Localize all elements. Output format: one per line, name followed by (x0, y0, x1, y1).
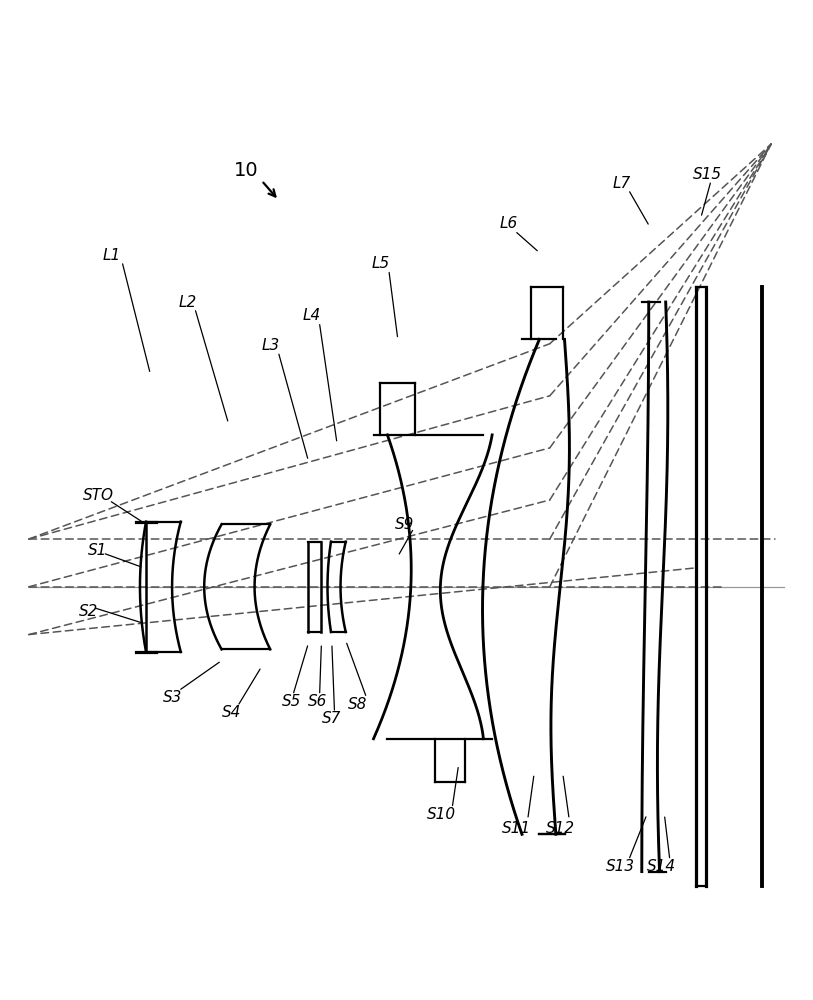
Text: S4: S4 (222, 705, 241, 720)
Text: S2: S2 (79, 604, 98, 619)
Text: S14: S14 (647, 859, 676, 874)
Text: L1: L1 (102, 248, 121, 263)
Text: S8: S8 (348, 697, 367, 712)
Text: S13: S13 (606, 859, 635, 874)
Text: STO: STO (83, 488, 114, 503)
Text: S3: S3 (163, 690, 183, 705)
Text: L7: L7 (612, 176, 631, 191)
Text: L3: L3 (262, 338, 280, 353)
Text: L2: L2 (178, 295, 197, 310)
Text: S6: S6 (308, 694, 328, 709)
Text: S10: S10 (427, 807, 455, 822)
Text: S11: S11 (502, 821, 531, 836)
Text: S9: S9 (395, 517, 415, 532)
Text: S15: S15 (693, 167, 722, 182)
Text: L5: L5 (372, 256, 390, 271)
Text: S1: S1 (88, 543, 107, 558)
Text: L4: L4 (302, 308, 320, 323)
Text: S5: S5 (282, 694, 302, 709)
Text: S12: S12 (546, 821, 575, 836)
Text: L6: L6 (499, 216, 518, 231)
Text: 10: 10 (233, 161, 259, 180)
Text: S7: S7 (322, 711, 341, 726)
